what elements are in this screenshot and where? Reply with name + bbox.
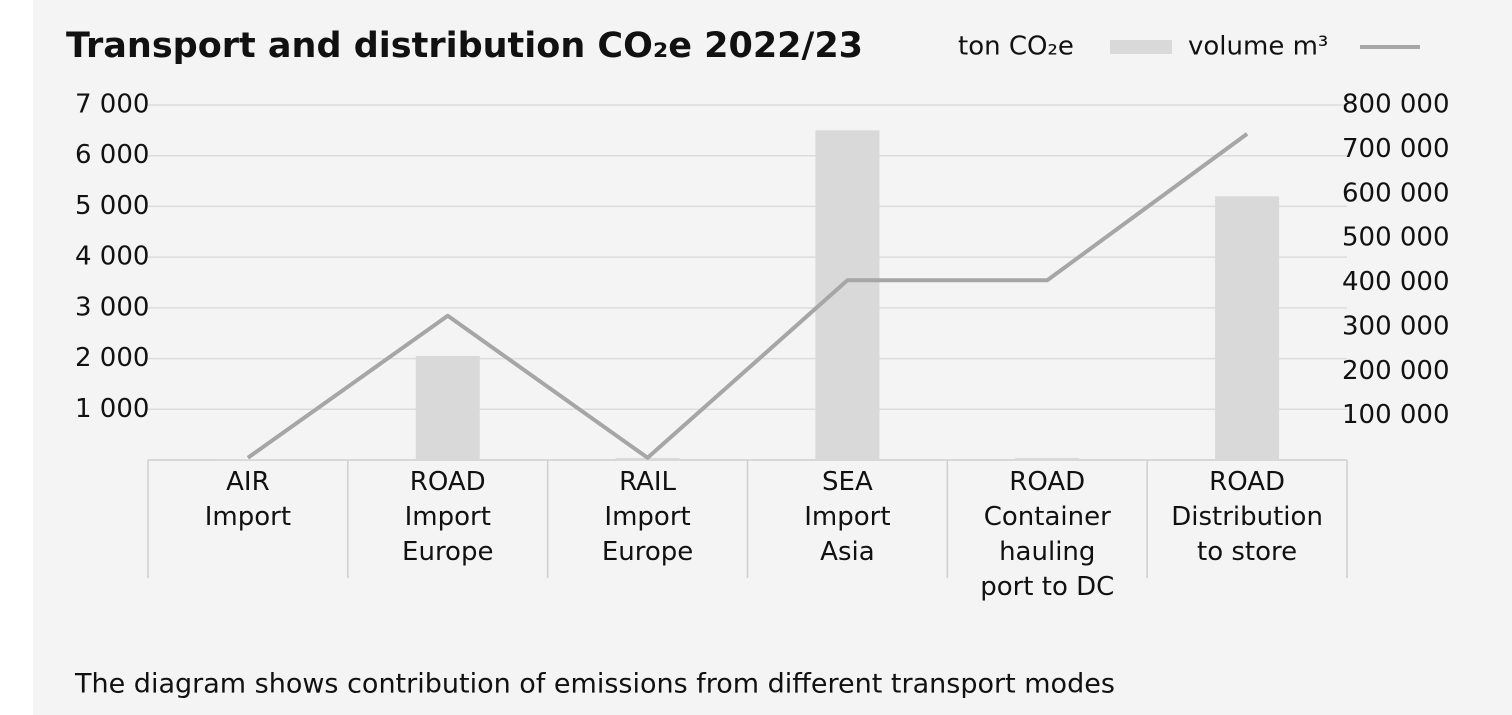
legend-swatch: [1110, 40, 1172, 54]
y2-tick-label: 500 000: [1342, 223, 1450, 253]
y2-tick-label: 400 000: [1342, 267, 1450, 297]
line: [246, 132, 1249, 460]
bar: [415, 356, 480, 460]
legend-label: ton CO₂e: [958, 32, 1074, 62]
x-tick-label: ROAD Distribution to store: [1171, 467, 1323, 567]
y2-tick-label: 700 000: [1342, 134, 1450, 164]
y2-tick-label: 300 000: [1342, 311, 1450, 341]
y-tick-label: 7 000: [75, 90, 149, 120]
bar: [1015, 457, 1080, 460]
y-tick-label: 6 000: [75, 140, 149, 170]
y2-tick-label: 600 000: [1342, 178, 1450, 208]
footnote: The diagram shows contribution of emissi…: [74, 669, 1115, 700]
y2-tick-label: 200 000: [1342, 356, 1450, 386]
x-tick-label: ROAD Import Europe: [402, 467, 494, 567]
x-tick-label: AIR Import: [204, 467, 292, 532]
y2-tick-label: 100 000: [1342, 400, 1450, 430]
y2-tick-label: 800 000: [1342, 90, 1450, 120]
y-tick-label: 3 000: [75, 292, 149, 322]
y-tick-label: 1 000: [75, 394, 149, 424]
legend-label: volume m³: [1188, 32, 1328, 62]
chart-title: Transport and distribution CO₂e 2022/23: [66, 26, 863, 66]
y-tick-label: 5 000: [75, 191, 149, 221]
y-tick-label: 2 000: [75, 343, 149, 373]
bar: [1215, 196, 1280, 461]
x-tick-label: ROAD Container hauling port to DC: [980, 467, 1115, 602]
y-tick-label: 4 000: [75, 242, 149, 272]
bar: [815, 130, 880, 460]
x-tick-label: RAIL Import Europe: [601, 467, 694, 567]
x-tick-label: SEA Import Asia: [804, 467, 891, 567]
